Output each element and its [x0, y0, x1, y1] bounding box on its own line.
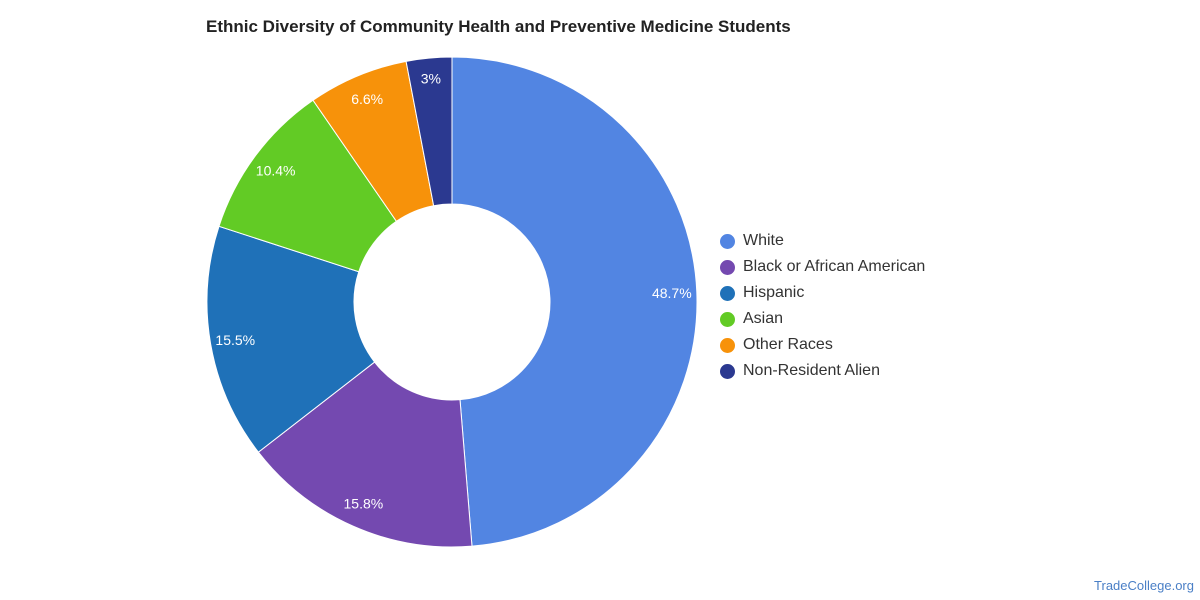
- watermark-text: TradeCollege.org: [1094, 578, 1194, 593]
- chart-legend: White Black or African American Hispanic As…: [720, 228, 925, 384]
- data-label-non-resident-alien: 3%: [421, 71, 441, 87]
- legend-swatch-icon: [720, 311, 735, 327]
- legend-item-non-resident-alien[interactable]: Non-Resident Alien: [720, 358, 925, 384]
- legend-label: Black or African American: [743, 258, 926, 275]
- legend-item-white[interactable]: White: [720, 228, 925, 254]
- legend-label: Hispanic: [743, 284, 805, 301]
- legend-swatch-icon: [720, 337, 735, 353]
- legend-item-asian[interactable]: Asian: [720, 306, 925, 332]
- slice-black-or-african-american[interactable]: [257, 361, 473, 548]
- slice-hispanic[interactable]: [206, 225, 376, 453]
- slice-asian[interactable]: [218, 99, 398, 273]
- legend-swatch-icon: [720, 233, 735, 249]
- legend-label: Asian: [743, 310, 784, 327]
- legend-label: Non-Resident Alien: [743, 362, 880, 379]
- chart-title: Ethnic Diversity of Community Health and…: [206, 17, 791, 36]
- legend-item-black-or-african-american[interactable]: Black or African American: [720, 254, 925, 280]
- data-label-hispanic: 15.5%: [215, 332, 255, 348]
- data-label-asian: 10.4%: [256, 162, 296, 178]
- legend-item-hispanic[interactable]: Hispanic: [720, 280, 925, 306]
- data-label-white: 48.7%: [652, 285, 692, 301]
- legend-label: Other Races: [743, 336, 833, 353]
- legend-swatch-icon: [720, 363, 735, 379]
- legend-label: White: [743, 232, 784, 249]
- slice-white[interactable]: [451, 56, 698, 547]
- data-label-other-races: 6.6%: [351, 91, 383, 107]
- data-label-black-or-african-american: 15.8%: [344, 495, 384, 511]
- slice-non-resident-alien[interactable]: [405, 56, 453, 207]
- legend-swatch-icon: [720, 285, 735, 301]
- legend-swatch-icon: [720, 259, 735, 275]
- legend-item-other-races[interactable]: Other Races: [720, 332, 925, 358]
